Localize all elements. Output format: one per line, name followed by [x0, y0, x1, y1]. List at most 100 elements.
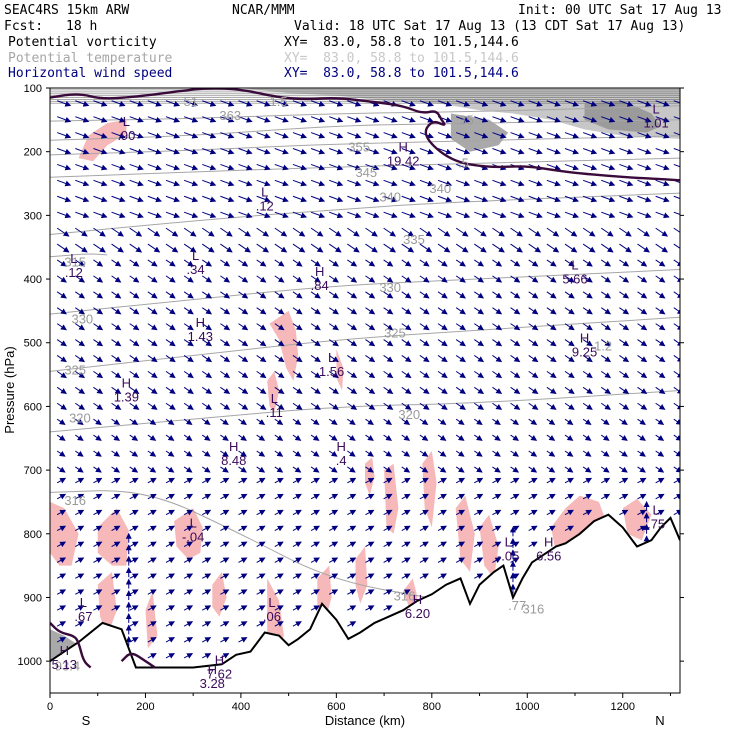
wind-vector	[292, 434, 302, 441]
wind-vector	[165, 525, 175, 532]
wind-vector	[165, 589, 175, 595]
wind-vector	[202, 621, 212, 627]
wind-vector	[564, 179, 580, 187]
wind-vector	[256, 557, 266, 564]
wind-vector	[111, 477, 121, 484]
wind-vector	[93, 509, 103, 516]
wind-vector	[202, 179, 217, 187]
wind-vector	[510, 450, 520, 457]
wind-vector	[238, 323, 249, 331]
wind-vector	[256, 466, 266, 473]
wind-vector	[292, 605, 302, 611]
wind-vector	[165, 434, 175, 441]
wind-vector	[202, 163, 217, 171]
wind-vector	[347, 259, 358, 267]
wind-vector	[147, 402, 158, 410]
wind-vector	[528, 477, 538, 484]
wind-vector	[310, 339, 321, 347]
field-theta-name: Potential temperature	[8, 51, 173, 66]
wind-vector	[492, 370, 503, 379]
wind-vector	[111, 275, 122, 283]
wind-vector	[455, 195, 471, 203]
wind-vector	[419, 211, 434, 219]
wind-vector	[474, 132, 489, 139]
wind-vector	[582, 211, 598, 219]
wind-vector	[220, 573, 230, 580]
wind-vector	[256, 227, 270, 237]
high-low-type: L	[328, 350, 335, 365]
wind-vector	[56, 132, 72, 139]
wind-vector	[274, 307, 285, 315]
high-low-type: L	[271, 391, 278, 406]
wind-vector	[528, 541, 538, 548]
wind-vector	[510, 434, 520, 441]
wind-vector	[419, 291, 430, 299]
wind-vector	[93, 573, 103, 580]
high-low-type: L	[261, 184, 268, 199]
high-low-marker: L-.05	[497, 535, 519, 564]
terrain	[50, 513, 680, 693]
wind-vector	[129, 573, 139, 580]
contour-label: 51	[184, 94, 198, 109]
wind-vector	[220, 259, 231, 267]
wind-vector	[437, 355, 448, 363]
wind-vector	[673, 148, 680, 152]
y-tick-label: 500	[24, 338, 42, 350]
wind-vector	[274, 493, 284, 500]
wind-vector	[220, 450, 229, 457]
wind-vector	[600, 339, 612, 347]
high-low-type: H	[398, 140, 407, 155]
wind-vector	[637, 509, 647, 516]
wind-vector	[619, 132, 634, 139]
wind-vector	[310, 525, 320, 532]
wind-vector	[365, 525, 375, 532]
wind-vector	[292, 132, 308, 139]
wind-vector	[256, 573, 266, 580]
wind-vector	[564, 323, 575, 331]
wind-vector	[56, 179, 72, 187]
contour-label: 355	[348, 140, 370, 155]
wind-vector	[310, 116, 326, 123]
wind-vector	[347, 116, 362, 123]
wind-vector	[238, 370, 249, 379]
wind-vector	[455, 355, 466, 363]
wind-vector	[347, 493, 357, 500]
wind-vector	[183, 116, 199, 123]
wind-vector	[256, 418, 266, 425]
wind-vector	[56, 509, 67, 516]
contour-label: 1.5	[270, 94, 288, 109]
plot-frame	[49, 87, 681, 694]
wind-vector	[546, 355, 557, 363]
wind-vector	[401, 370, 412, 379]
wind-vector	[510, 116, 525, 123]
wind-vector	[347, 509, 357, 516]
wind-vector	[601, 100, 616, 107]
wind-vector	[93, 450, 102, 457]
wind-vector	[202, 541, 212, 548]
wind-vector	[147, 227, 161, 237]
wind-vector	[329, 179, 344, 187]
contour-label: 93.4	[55, 659, 80, 674]
wind-vector	[165, 132, 181, 139]
high-low-marker: H5.13	[52, 643, 77, 672]
wind-vector	[564, 243, 578, 253]
wind-vector	[619, 355, 630, 363]
wind-vector	[401, 477, 411, 484]
wind-vector	[201, 355, 213, 363]
wind-vector	[600, 402, 612, 410]
wind-vector	[274, 243, 288, 253]
field-wind-name: Horizontal wind speed	[8, 66, 173, 81]
contour-label: 345	[355, 165, 377, 180]
wind-vector	[437, 163, 453, 171]
wind-vector	[673, 402, 680, 410]
contour-label: 315	[64, 254, 86, 269]
wind-vector	[655, 370, 666, 379]
wind-vector	[165, 355, 176, 363]
wind-vector	[492, 243, 505, 253]
wind-vector	[202, 589, 212, 595]
y-tick-label: 800	[24, 529, 42, 541]
wind-vector	[582, 148, 598, 155]
wind-vector	[238, 211, 253, 219]
wind-vector	[310, 195, 326, 203]
wind-vector	[365, 477, 375, 484]
